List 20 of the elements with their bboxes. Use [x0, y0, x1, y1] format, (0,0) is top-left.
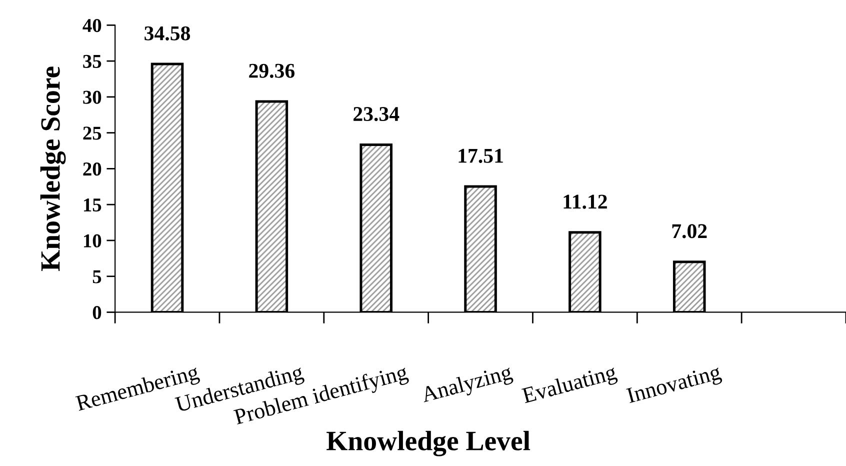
data-label: 34.58 — [144, 26, 190, 40]
y-tick-label: 5 — [92, 270, 102, 284]
x-tick-label: Analyzing — [420, 364, 514, 407]
data-label: 29.36 — [249, 64, 295, 78]
x-axis-title: Knowledge Level — [326, 430, 530, 456]
y-tick-label: 35 — [83, 54, 102, 68]
y-tick-label: 20 — [83, 162, 102, 176]
y-axis-title: Knowledge Score — [40, 66, 66, 271]
data-label: 7.02 — [672, 224, 707, 238]
data-label: 17.51 — [458, 148, 503, 163]
data-label: 23.34 — [354, 107, 400, 122]
y-tick-label: 10 — [84, 234, 102, 248]
y-tick-label: 0 — [92, 306, 102, 320]
y-tick-label: 15 — [84, 198, 102, 212]
x-tick-label: Innovating — [626, 364, 723, 408]
y-tick-label: 30 — [83, 90, 102, 104]
y-tick-label: 25 — [83, 126, 102, 140]
y-tick-label: 40 — [82, 18, 102, 32]
x-tick-label: Evaluating — [521, 364, 618, 408]
data-label: 11.12 — [564, 194, 607, 209]
